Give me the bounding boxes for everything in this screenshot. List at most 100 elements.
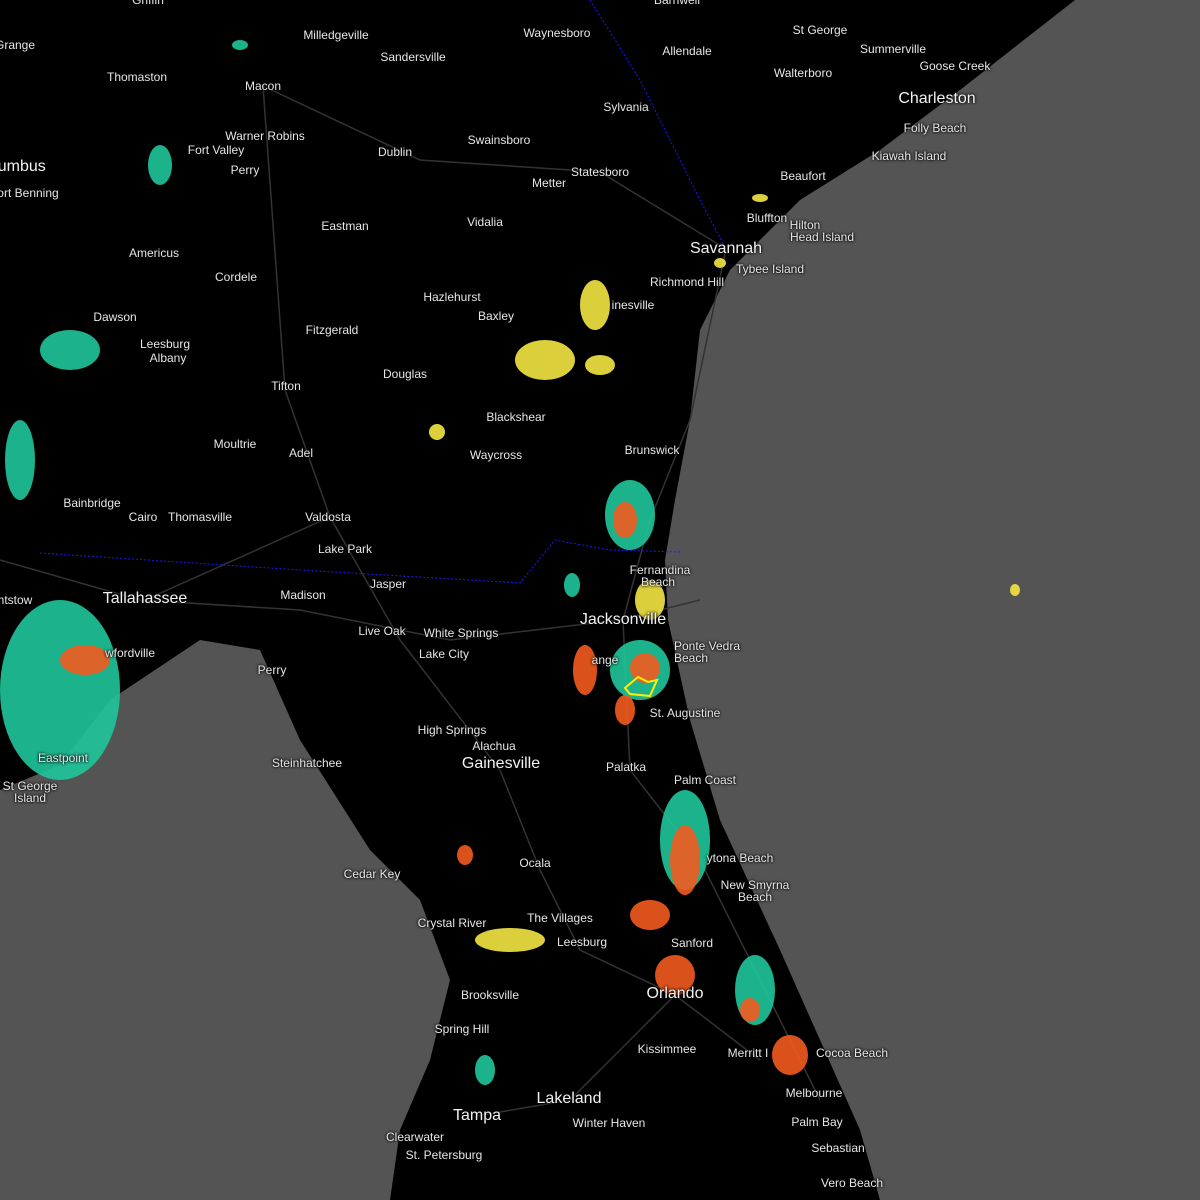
radar-echo [655,955,695,995]
city-label: Lake City [418,647,470,661]
city-label: Baxley [477,309,515,323]
city-label: ytona Beach [706,851,774,865]
city-label: Tallahassee [102,590,188,607]
city-label: Sylvania [603,100,649,114]
city-label: Lakeland [536,1090,602,1107]
radar-echo [475,1055,495,1085]
roads [0,85,821,1117]
radar-echo [5,420,35,500]
city-label: Orlando [646,985,704,1002]
city-label: Melbourne [785,1086,843,1100]
city-label: Brooksville [460,988,520,1002]
city-label: Allendale [662,44,712,58]
city-label: Palm Coast [673,773,737,787]
radar-echo [457,845,473,865]
radar-echo [714,258,726,268]
city-label: Jacksonville [579,611,667,628]
city-label: Barnwell [653,0,701,7]
city-label: Lake Park [317,542,373,556]
radar-echo [670,825,700,895]
city-label: Vidalia [467,215,503,229]
city-label: Tifton [271,379,301,393]
city-label: Dublin [377,145,413,159]
radar-echo [630,653,660,683]
city-label: Waynesboro [523,26,591,40]
city-label: Swainsboro [467,133,531,147]
city-label: The Villages [527,911,593,925]
city-label: St George [792,23,848,37]
city-label: Americus [128,246,180,260]
warning-polygon[interactable] [623,675,659,698]
city-label: Bainbridge [63,496,121,510]
city-label: Island [13,791,47,805]
city-label: Eastman [321,219,369,233]
city-label: Savannah [689,240,763,257]
city-label: Cairo [128,510,158,524]
city-label: Charleston [898,90,976,107]
radar-echo [615,695,635,725]
radar-echo [613,502,637,538]
radar-echo [635,580,665,620]
city-label: High Springs [417,723,487,737]
city-label: Moultrie [213,437,257,451]
city-label: Sebastian [811,1141,865,1155]
city-label: Crystal River [417,916,487,930]
radar-echo [515,340,575,380]
atlantic-ocean [665,0,1200,1200]
city-label: Walterboro [773,66,833,80]
city-label: lumbus [0,158,46,175]
city-label: Macon [244,79,282,93]
city-label: Ponte Vedra [673,639,741,653]
city-label: Hazlehurst [423,290,481,304]
radar-echo [752,194,768,202]
radar-echo [60,645,110,675]
radar-echo [772,1035,808,1075]
city-label: Tampa [452,1107,502,1124]
city-label: New Smyrna [720,878,790,892]
city-label: Kiawah Island [871,149,947,163]
city-label: Sanford [670,936,714,950]
city-label: Dawson [93,310,137,324]
city-label: Head Island [789,230,855,244]
state-border [39,539,681,584]
radar-echo [630,900,670,930]
city-label: Griffin [132,0,164,7]
city-label: Gainesville [461,755,541,772]
city-label: St. Augustine [649,706,721,720]
city-label: ntstow [0,593,33,607]
city-label: Cordele [214,270,258,284]
city-label: ort Benning [0,186,59,200]
radar-echo [585,355,615,375]
city-label: Alachua [472,739,516,753]
radar-echo [40,330,100,370]
city-label: Leesburg [139,337,191,351]
city-label: Folly Beach [903,121,967,135]
city-label: Bluffton [746,211,788,225]
radar-echo [232,40,248,50]
city-label: Vero Beach [820,1176,884,1190]
city-label: Beach [673,651,709,665]
city-label: Waycross [469,448,523,462]
city-label: Milledgeville [303,28,369,42]
city-label: White Springs [423,626,499,640]
city-label: Brunswick [624,443,680,457]
city-label: Merritt I [727,1046,769,1060]
city-label: St George [2,779,58,793]
gulf-of-mexico [0,640,450,1200]
city-label: Blackshear [486,410,546,424]
city-label: ange [591,653,619,667]
city-label: Leesburg [556,935,608,949]
radar-echo [573,645,597,695]
radar-echo [1010,584,1020,596]
radar-echo [740,998,760,1022]
state-border [589,0,727,250]
city-label: Cedar Key [343,867,401,881]
radar-echoes [0,40,1020,1085]
city-label: Cocoa Beach [815,1046,889,1060]
city-label: Adel [288,446,314,460]
city-label: Beach [737,890,773,904]
city-label: Steinhatchee [271,756,343,770]
city-label: Perry [257,663,287,677]
city-label: Palatka [605,760,647,774]
